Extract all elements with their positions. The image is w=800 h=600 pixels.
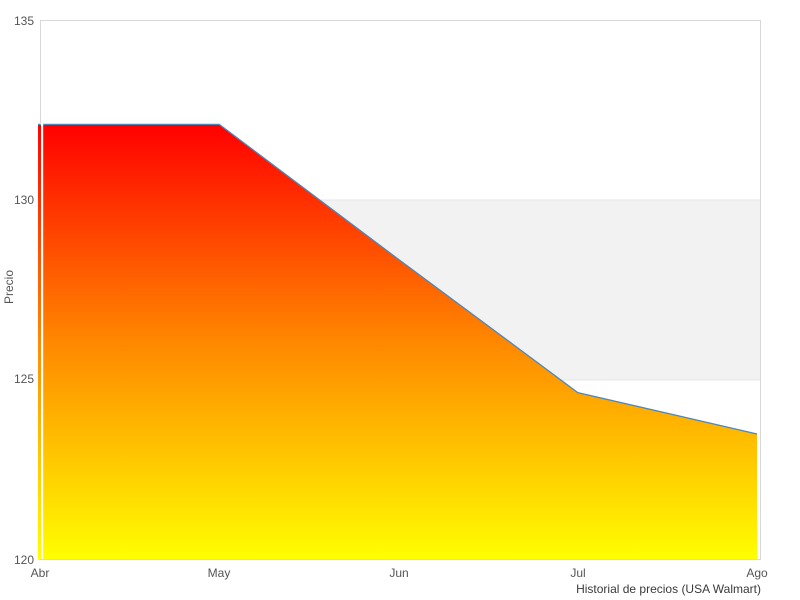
y-tick-130: 130 (13, 193, 34, 207)
x-tick-jun: Jun (389, 566, 409, 580)
x-tick-abr: Abr (30, 566, 50, 580)
price-area-fill (38, 124, 758, 561)
y-tick-120: 120 (13, 553, 34, 567)
chart-caption: Historial de precios (USA Walmart) (576, 582, 761, 596)
x-tick-jul: Jul (570, 566, 586, 580)
axis-gap (41, 122, 44, 561)
y-axis-label: Precio (2, 270, 16, 305)
y-tick-135: 135 (13, 14, 34, 28)
price-line (38, 123, 758, 435)
x-tick-ago: Ago (746, 566, 768, 580)
x-tick-may: May (207, 566, 231, 580)
y-tick-125: 125 (13, 372, 34, 386)
